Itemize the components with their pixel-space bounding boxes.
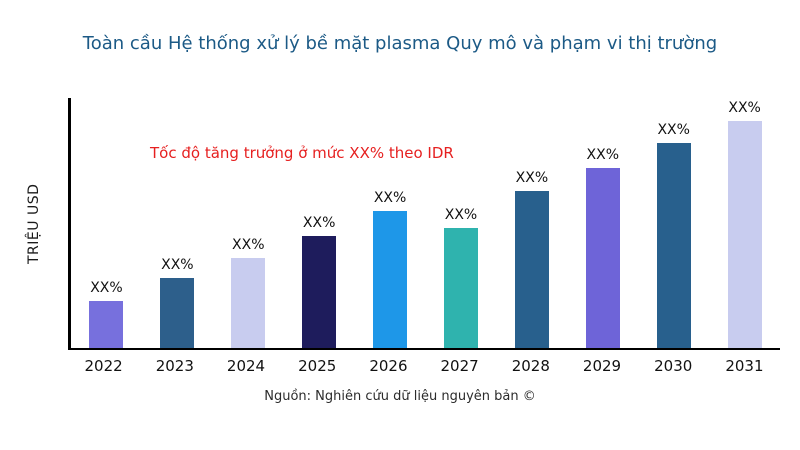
source-note: Nguồn: Nghiên cứu dữ liệu nguyên bản © xyxy=(264,389,536,404)
bar-value-label: XX% xyxy=(728,99,761,116)
bar-value-label: XX% xyxy=(373,189,407,206)
bar-value-label: XX% xyxy=(515,169,549,186)
bar-value-label: XX% xyxy=(161,257,194,273)
bar-value-label: XX% xyxy=(302,214,336,231)
plot-area: XX% XX% XX% XX% XX% XX% XX% XX% XX% XX% xyxy=(68,98,780,350)
bar-slot-2022: XX% xyxy=(71,98,142,348)
bar-slot-2030: XX% xyxy=(638,98,709,348)
chart-title: Toàn cầu Hệ thống xử lý bề mặt plasma Qu… xyxy=(82,33,718,54)
x-tick-2022: 2022 xyxy=(84,357,123,375)
x-tick-2024: 2024 xyxy=(226,357,266,375)
x-tick-2030: 2030 xyxy=(654,357,693,375)
bar-value-label: XX% xyxy=(90,279,123,296)
bar-slot-2025: XX% xyxy=(284,98,355,348)
bar-2028 xyxy=(514,190,549,348)
bar-2024 xyxy=(231,258,266,348)
bar-slot-2031: XX% xyxy=(709,98,780,348)
bar-slot-2029: XX% xyxy=(567,98,638,348)
growth-rate-annotation: Tốc độ tăng trưởng ở mức XX% theo IDR xyxy=(150,144,454,162)
bar-slot-2023: XX% xyxy=(142,98,213,348)
x-tick-2026: 2026 xyxy=(369,357,408,375)
bar-2025 xyxy=(302,235,337,348)
bar-2030 xyxy=(656,143,691,348)
bar-slot-2028: XX% xyxy=(496,98,567,348)
bar-series: XX% XX% XX% XX% XX% XX% XX% XX% XX% XX% xyxy=(71,98,780,348)
x-tick-2031: 2031 xyxy=(725,357,764,375)
x-tick-2023: 2023 xyxy=(155,357,194,375)
bar-value-label: XX% xyxy=(232,237,265,253)
bar-2029 xyxy=(585,168,620,348)
y-axis-label: TRIỆU USD xyxy=(26,183,42,265)
bar-slot-2024: XX% xyxy=(213,98,284,348)
x-tick-2025: 2025 xyxy=(298,357,337,375)
bar-slot-2026: XX% xyxy=(355,98,426,348)
bar-2027 xyxy=(443,228,478,348)
x-axis-tick-labels: 2022 2023 2024 2025 2026 2027 2028 2029 2030 2031 xyxy=(68,357,780,375)
x-tick-2029: 2029 xyxy=(582,357,622,375)
bar-value-label: XX% xyxy=(444,207,478,223)
bar-2022 xyxy=(89,300,124,348)
bar-2031 xyxy=(727,120,762,348)
bar-value-label: XX% xyxy=(586,147,620,163)
bar-2023 xyxy=(160,278,195,348)
bar-2026 xyxy=(373,210,408,348)
bar-value-label: XX% xyxy=(657,122,690,138)
x-tick-2027: 2027 xyxy=(440,357,479,375)
x-tick-2028: 2028 xyxy=(511,357,550,375)
bar-slot-2027: XX% xyxy=(426,98,497,348)
